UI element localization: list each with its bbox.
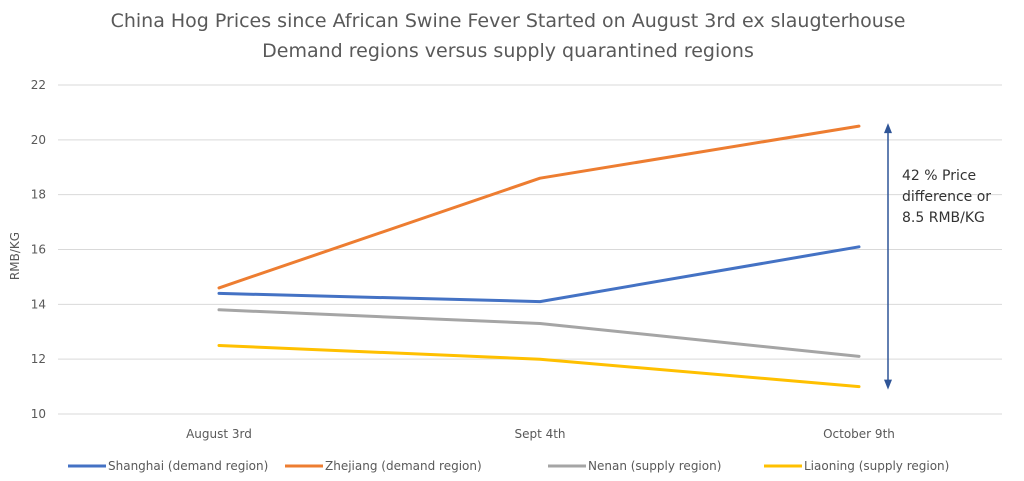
arrow-head-down-icon bbox=[884, 379, 892, 390]
legend-label: Zhejiang (demand region) bbox=[325, 459, 482, 473]
x-tick-label: August 3rd bbox=[186, 427, 252, 441]
y-axis-label: RMB/KG bbox=[8, 232, 22, 280]
y-tick-label: 18 bbox=[31, 188, 46, 202]
y-tick-label: 10 bbox=[31, 407, 46, 421]
y-tick-label: 14 bbox=[31, 297, 46, 311]
chart-subtitle: Demand regions versus supply quarantined… bbox=[262, 40, 754, 62]
y-tick-label: 20 bbox=[31, 133, 46, 147]
series-line bbox=[217, 344, 861, 389]
series-line bbox=[217, 245, 861, 304]
legend-label: Shanghai (demand region) bbox=[108, 459, 268, 473]
series-line bbox=[217, 308, 861, 358]
legend-label: Liaoning (supply region) bbox=[804, 459, 949, 473]
annotation-text-line: difference or bbox=[902, 189, 991, 205]
annotation-text-line: 8.5 RMB/KG bbox=[902, 210, 985, 226]
y-tick-label: 22 bbox=[31, 78, 46, 92]
x-tick-label: October 9th bbox=[823, 427, 895, 441]
y-tick-label: 12 bbox=[31, 352, 46, 366]
y-tick-label: 16 bbox=[31, 243, 46, 257]
series-line bbox=[217, 124, 861, 290]
x-tick-label: Sept 4th bbox=[514, 427, 565, 441]
arrow-head-up-icon bbox=[884, 123, 892, 134]
legend-label: Nenan (supply region) bbox=[588, 459, 721, 473]
annotation-text-line: 42 % Price bbox=[902, 168, 976, 184]
chart-title: China Hog Prices since African Swine Fev… bbox=[111, 10, 906, 32]
